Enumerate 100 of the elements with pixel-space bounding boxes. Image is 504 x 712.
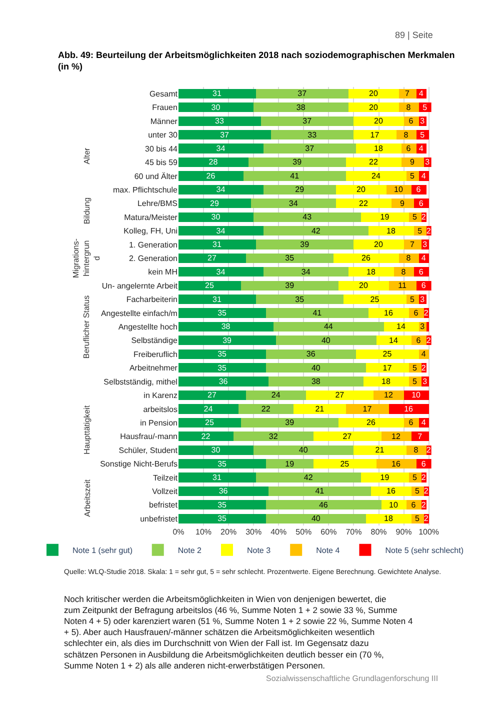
data-label: 10 [394,185,404,194]
data-label: 38 [311,377,321,386]
data-label: 25 [382,350,392,359]
data-label: 12 [384,390,394,400]
bar [361,472,409,482]
bar [178,500,266,510]
data-label: 36 [218,377,228,386]
data-label: 29 [295,185,305,194]
data-label: 3 [425,158,430,167]
bar [178,418,242,428]
y-tick-label: befristet [149,500,178,510]
bar [398,88,416,99]
data-label: 2 [421,500,426,510]
data-label: 35 [218,514,228,524]
bar [178,253,246,263]
data-label: 3 [422,240,428,249]
bar [368,226,414,236]
bar [376,458,416,469]
bar [256,240,354,250]
bar [178,116,262,126]
bar [251,198,336,208]
data-label: 35 [295,294,305,304]
data-label: 4 [418,144,424,154]
data-label: 34 [216,144,226,154]
y-tick-label: Kolleg, FH, Uni [124,226,178,236]
bar [306,390,374,400]
y-tick-label: Vollzeit [152,486,178,496]
bar [246,390,306,400]
data-label: 3 [422,377,428,386]
data-label: 26 [206,171,216,180]
data-label: 6 [408,116,414,126]
bar [271,130,354,140]
x-tick-label: 30% [246,527,262,536]
data-label: 27 [335,390,345,400]
bar [266,514,366,524]
data-label: 24 [372,171,381,180]
text: Haupttätigkeit [82,404,92,454]
data-label: 16 [404,404,414,414]
data-label: 20 [359,281,368,290]
bar [354,445,406,455]
bar [418,171,429,181]
bar [241,418,339,428]
x-tick-label: 40% [270,527,287,536]
x-tick-label: 90% [396,527,412,536]
bar [178,198,252,208]
bar [361,212,409,222]
bar [354,240,404,250]
data-label: 16 [386,486,396,496]
data-label: 2 [426,226,432,236]
data-label: 16 [392,459,401,468]
data-label: 34 [216,267,226,276]
data-label: 4 [421,418,426,428]
bar [364,376,409,386]
bar [374,390,404,400]
bar [348,102,399,112]
y-tick-label: in Karenz [144,391,178,400]
data-label: 6 [418,267,424,276]
bar [294,404,346,414]
x-tick-label: 80% [370,527,387,536]
y-tick-label: Angestellte einfach/m [100,308,178,318]
bar [348,88,399,99]
bar [338,418,404,428]
data-label: 31 [212,89,222,98]
bar [408,376,422,386]
bar [254,445,354,455]
bar [266,458,314,469]
bar [266,500,382,510]
data-label: 27 [208,390,217,400]
data-label: 43 [302,212,312,222]
data-label: 29 [210,198,220,208]
data-label: 5 [412,212,418,222]
bar [254,102,349,112]
bar [314,432,382,442]
data-label: 14 [389,336,398,345]
data-label: 26 [366,418,376,428]
bar [261,116,354,126]
y-tick-label: arbeitslos [143,404,178,414]
data-label: 6 [414,308,419,318]
x-tick-label: 10% [196,527,212,536]
data-label: 25 [340,459,350,468]
bar [178,458,266,469]
chart-title: Abb. 49: Beurteilung der Arbeitsmöglichkeiten 2018 nach soziodemographischen Merkmalen (in %) [58,50,455,72]
bar [178,212,254,222]
bar [406,171,419,181]
data-label: 4 [421,350,426,359]
y-tick-label: Facharbeiterin [126,295,178,304]
bar [338,280,389,290]
bar [346,404,389,414]
x-tick-label: 20% [220,527,237,536]
bar [178,184,264,194]
bar [366,363,409,373]
bar [346,157,402,168]
bar [178,376,269,386]
bar [246,253,334,263]
data-label: 19 [380,472,390,482]
data-label: 9 [410,158,416,167]
bar [178,472,256,482]
bar [178,280,242,290]
bar [178,514,266,524]
data-label: 39 [285,418,295,428]
